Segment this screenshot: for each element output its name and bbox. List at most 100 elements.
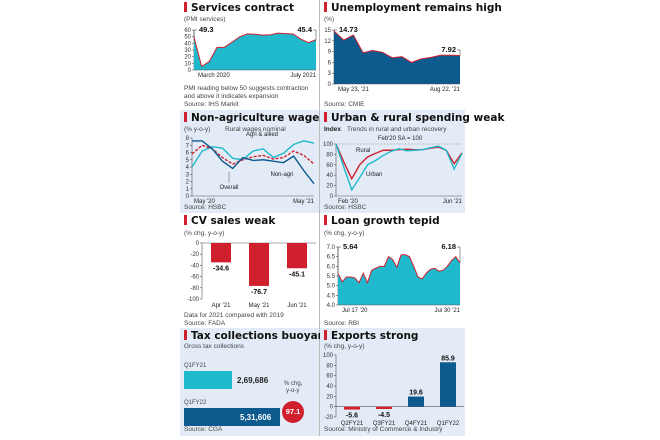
loan-growth-chart: 4.0 4.5 5.0 5.5 6.0 6.5 7.0 Jul 17 '20 Jul 30 '2…: [327, 242, 461, 314]
bar-label-q1fy21: Q1FY21: [184, 363, 207, 369]
svg-text:-20: -20: [324, 415, 333, 421]
panel-spending: Urban & rural spending weak Index Trends…: [320, 110, 504, 213]
unemployment-chart: 0 3 6 9 12 15 May 23, '21 Aug 22, '21 14.73 7.92: [324, 25, 460, 93]
svg-text:80: 80: [326, 152, 333, 158]
svg-text:Jul 30 '21: Jul 30 '21: [435, 308, 461, 314]
svg-text:-100: -100: [187, 297, 200, 303]
svg-text:80: 80: [326, 363, 333, 369]
svg-text:100: 100: [323, 142, 334, 148]
svg-text:3: 3: [186, 172, 190, 178]
chart-source: Source: CGA: [184, 426, 223, 433]
cv-sales-chart: 0 -20 -40 -60 -80 -100 -34.6 Apr '21 -76.7 May '2…: [187, 241, 316, 309]
chart-subtitle: (% chg, y-o-y): [324, 343, 365, 350]
svg-text:-20: -20: [190, 252, 199, 258]
title-marker-icon: [184, 2, 187, 12]
bar-q1fy22: [184, 408, 280, 426]
svg-text:-5.6: -5.6: [346, 413, 358, 420]
bar-value-q1fy21: 2,69,686: [237, 376, 269, 385]
svg-text:40: 40: [326, 384, 333, 390]
svg-text:-76.7: -76.7: [251, 289, 267, 296]
svg-text:Non-agri: Non-agri: [270, 172, 293, 178]
svg-text:-45.1: -45.1: [289, 271, 305, 278]
svg-text:6.0: 6.0: [327, 264, 336, 270]
svg-text:May '20: May '20: [194, 199, 215, 205]
chart-source: Source: CMIE: [324, 101, 365, 108]
svg-text:20: 20: [326, 394, 333, 400]
svg-text:Jun '21: Jun '21: [443, 199, 463, 205]
panel-services: Services contract (PMI services) 0 10 20 30…: [180, 0, 319, 110]
svg-text:10: 10: [184, 61, 191, 67]
svg-text:Apr '21: Apr '21: [212, 303, 231, 309]
chart-source: Source: FADA: [184, 320, 226, 327]
chart-subtitle: (% y-o-y): [184, 126, 211, 133]
panel-wages: Non-agriculture wages falling (% y-o-y) …: [180, 110, 367, 213]
svg-text:4.0: 4.0: [327, 303, 336, 309]
chart-source: Source: RBI: [324, 320, 360, 327]
chart-title: Services contract: [191, 2, 294, 14]
chart-source: Source: HSBC: [324, 204, 367, 211]
svg-text:12: 12: [324, 39, 331, 45]
panel-unemployment: Unemployment remains high (%) 0 3 6 9 12 15 Ma…: [320, 0, 502, 110]
svg-text:0: 0: [330, 405, 334, 411]
svg-text:60: 60: [326, 163, 333, 169]
svg-text:-60: -60: [190, 275, 199, 281]
spending-chart: 0 20 40 60 80 100 Feb '20 Jun '21 Feb'20 SA = 10…: [323, 136, 463, 205]
chart-title: Exports strong: [331, 330, 419, 342]
chart-subtitle: (%): [324, 16, 335, 23]
svg-text:Q4FY21: Q4FY21: [405, 421, 428, 427]
chart-subtitle-secondary: Rural wages nominal: [225, 126, 286, 133]
chart-title: CV sales weak: [191, 215, 276, 227]
chart-source: Source: Ministry of Commerce & Industry: [324, 426, 443, 433]
svg-text:0: 0: [188, 68, 192, 74]
chart-title: Unemployment remains high: [331, 2, 502, 14]
svg-text:100: 100: [323, 353, 334, 359]
svg-text:May '21: May '21: [249, 303, 270, 309]
chart-subtitle: (PMI services): [184, 16, 226, 23]
svg-text:-40: -40: [190, 263, 199, 269]
chg-label: % chg,: [284, 381, 303, 387]
chart-note: PMI reading below 50 suggests contractio…: [184, 85, 309, 92]
panel-tax: Tax collections buoyant Gross tax collec…: [180, 328, 330, 436]
svg-text:60: 60: [184, 28, 191, 34]
svg-text:Jun '21: Jun '21: [287, 303, 307, 309]
chart-subtitle: Gross tax collections: [184, 343, 244, 350]
chart-subtitle: (% chg, y-o-y): [184, 230, 225, 237]
svg-text:Jul 17 '20: Jul 17 '20: [342, 308, 368, 314]
title-marker-icon: [324, 2, 327, 12]
svg-text:Q1FY22: Q1FY22: [437, 421, 460, 427]
chart-note: and above it indicates expansion: [184, 93, 279, 100]
svg-text:6.5: 6.5: [327, 255, 336, 261]
chart-note: Data for 2021 compared with 2019: [184, 312, 284, 319]
chart-subtitle: Trends in rural and urban recovery: [347, 126, 447, 133]
svg-text:60: 60: [326, 374, 333, 380]
svg-text:19.6: 19.6: [409, 390, 423, 397]
chg-label: y-o-y: [286, 388, 300, 394]
svg-text:14.73: 14.73: [339, 25, 358, 34]
svg-text:Rural: Rural: [356, 148, 370, 154]
title-marker-icon: [324, 330, 327, 340]
title-marker-icon: [324, 112, 327, 122]
title-marker-icon: [184, 330, 187, 340]
svg-text:0: 0: [186, 194, 190, 200]
title-marker-icon: [184, 112, 187, 122]
svg-text:July 2021: July 2021: [290, 73, 316, 79]
svg-text:5.5: 5.5: [327, 274, 336, 280]
svg-text:Urban: Urban: [366, 172, 382, 178]
svg-text:May 23, '21: May 23, '21: [338, 87, 369, 93]
svg-text:March 2020: March 2020: [198, 73, 230, 79]
chg-badge: 97.1: [282, 401, 304, 423]
chart-subtitle-index: Index: [324, 126, 341, 133]
chart-title: Loan growth tepid: [331, 215, 440, 227]
svg-text:0: 0: [196, 241, 200, 247]
svg-text:15: 15: [324, 28, 331, 34]
svg-text:5.64: 5.64: [343, 242, 358, 251]
svg-text:6.18: 6.18: [441, 242, 456, 251]
svg-text:20: 20: [184, 55, 191, 61]
bar-q1fy21: [184, 371, 232, 389]
svg-text:Q3FY21: Q3FY21: [373, 421, 396, 427]
svg-text:45.4: 45.4: [297, 25, 312, 34]
chart-source: Source: IHS Markit: [184, 101, 239, 108]
